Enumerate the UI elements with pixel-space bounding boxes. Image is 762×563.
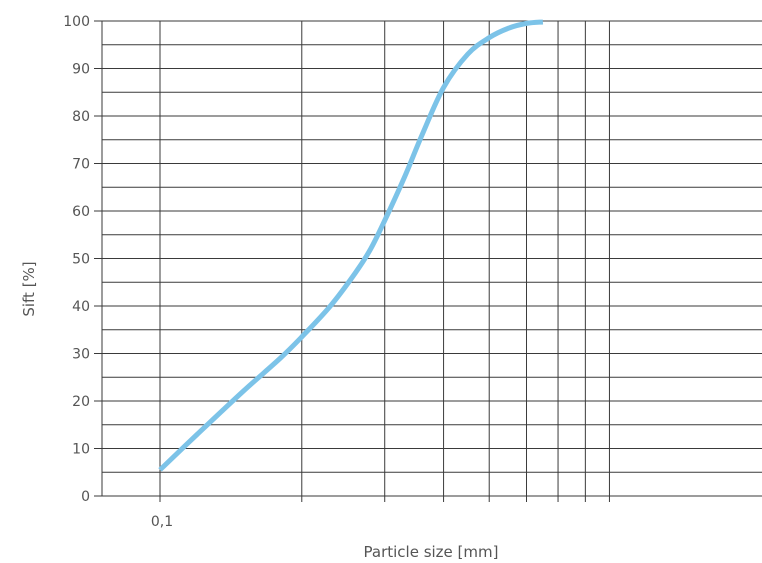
y-tick-label: 0 [81,489,90,505]
y-tick-label: 50 [72,252,90,268]
series [158,19,544,472]
y-tick-label: 40 [72,299,90,315]
y-tick-label: 60 [72,204,90,220]
y-axis-title: Sift [%] [20,261,38,316]
grid [102,20,762,502]
series-line [158,19,544,472]
y-tick-label: 30 [72,347,90,363]
y-tick-label: 100 [63,14,90,30]
y-tick-label: 90 [72,62,90,78]
y-tick-label: 10 [72,442,90,458]
axes [94,20,762,497]
tick-labels: 0 10 20 30 40 50 60 70 80 90 100 0,1 [63,14,173,530]
y-tick-label: 20 [72,394,90,410]
x-axis-title: Particle size [mm] [364,543,499,561]
y-tick-label: 70 [72,157,90,173]
x-tick-label: 0,1 [151,514,173,530]
y-tick-label: 80 [72,109,90,125]
